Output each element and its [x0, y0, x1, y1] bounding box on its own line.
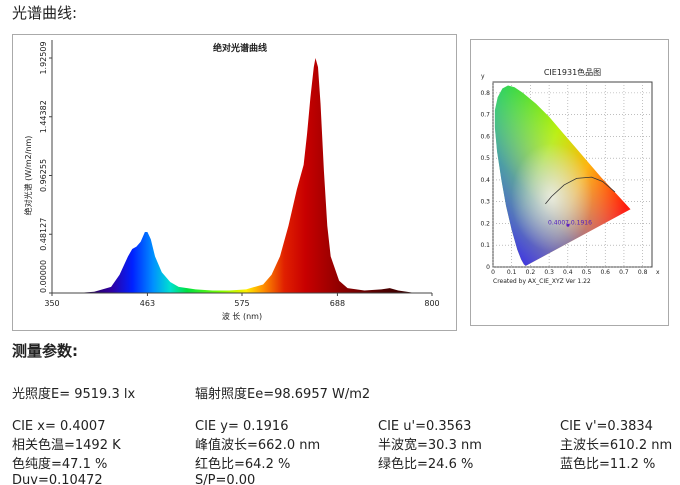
x-tick-label: 0.1	[507, 269, 517, 276]
parameter: 色纯度=47.1 %	[12, 456, 107, 472]
planckian-locus	[545, 176, 616, 205]
parameter: 相关色温=1492 K	[12, 437, 121, 453]
point-label: 0.4007,0.1916	[548, 219, 592, 226]
y-tick-label: 0	[486, 264, 490, 271]
section-title: 光谱曲线:	[12, 4, 77, 22]
y-axis-label: 绝对光谱 (W/m2/nm)	[23, 136, 33, 216]
parameter: 峰值波长=662.0 nm	[195, 437, 320, 453]
x-tick-label: 0	[491, 269, 495, 276]
section-title: 测量参数:	[12, 342, 78, 360]
y-tick-label: 0.2	[480, 220, 490, 227]
x-tick-label: 350	[44, 299, 59, 308]
footer: Created by AX_CIE_XYZ Ver 1.22	[493, 278, 591, 285]
parameter: 光照度E= 9519.3 lx	[12, 386, 135, 402]
parameter: 半波宽=30.3 nm	[378, 437, 482, 453]
x-tick-label: 575	[234, 299, 249, 308]
x-tick-label: 0.5	[582, 269, 592, 276]
x-tick-label: 0.8	[638, 269, 648, 276]
x-tick-label: 0.2	[526, 269, 536, 276]
parameter: CIE x= 0.4007	[12, 419, 105, 434]
x-tick-label: 688	[330, 299, 345, 308]
x-tick-label: 0.4	[563, 269, 573, 276]
x-axis-label: x	[656, 269, 660, 276]
spectrum-panel	[12, 34, 457, 331]
parameter: CIE u'=0.3563	[378, 419, 471, 434]
chromaticity-point	[566, 223, 570, 227]
y-tick-label: 0.3	[480, 199, 490, 206]
parameter: Duv=0.10472	[12, 473, 103, 485]
y-tick-label: 0.4	[480, 177, 490, 184]
parameter: 红色比=64.2 %	[195, 456, 290, 472]
parameter: 绿色比=24.6 %	[378, 456, 473, 472]
y-axis-label: y	[481, 73, 485, 80]
y-tick-label: 0.7	[480, 112, 490, 119]
parameter: 主波长=610.2 nm	[560, 438, 672, 453]
parameter: CIE y= 0.1916	[195, 419, 288, 434]
y-tick-label: 0.8	[480, 90, 490, 97]
spectral-locus	[494, 85, 631, 266]
y-tick-label: 0.48127	[39, 218, 48, 251]
x-tick-label: 0.6	[600, 269, 610, 276]
chart-title: CIE1931色品图	[544, 67, 601, 77]
parameter: S/P=0.00	[195, 473, 255, 485]
x-tick-label: 0.3	[544, 269, 554, 276]
parameter: CIE v'=0.3834	[560, 419, 653, 434]
y-tick-label: 0.5	[480, 155, 490, 162]
parameter: 蓝色比=11.2 %	[560, 456, 655, 472]
y-tick-label: 0.6	[480, 133, 490, 140]
chart-title: 绝对光谱曲线	[213, 42, 267, 54]
y-tick-label: 1.44382	[39, 100, 48, 133]
y-tick-label: 0.1	[480, 242, 490, 249]
y-tick-label: 0.96255	[39, 159, 48, 192]
x-tick-label: 463	[140, 299, 155, 308]
y-tick-label: 1.92509	[39, 41, 48, 74]
x-tick-label: 0.7	[619, 269, 629, 276]
parameter: 辐射照度Ee=98.6957 W/m2	[195, 386, 370, 402]
x-tick-label: 800	[424, 299, 439, 308]
x-axis-label: 波 长 (nm)	[222, 311, 262, 321]
y-tick-label: 0.00000	[39, 260, 48, 293]
